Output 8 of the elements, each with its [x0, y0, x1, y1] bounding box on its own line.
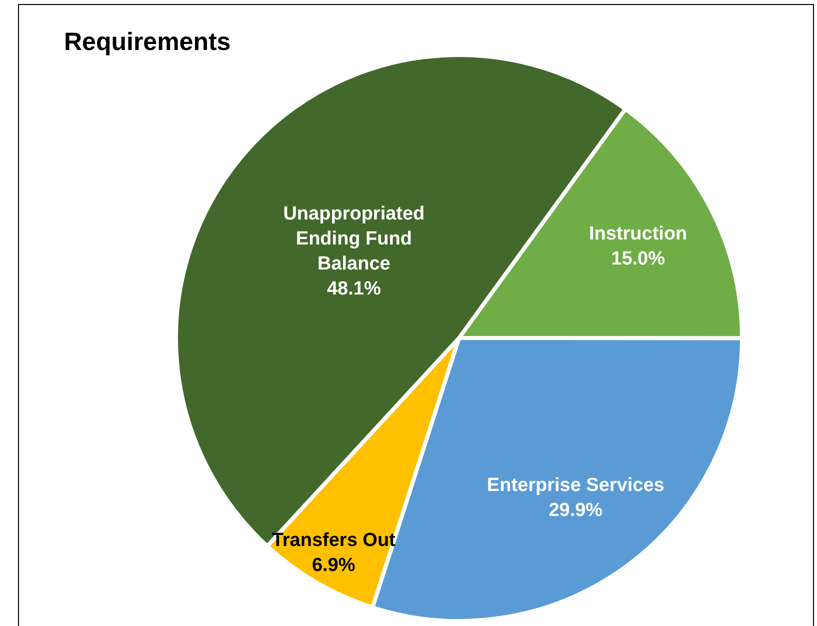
- slice-label: Enterprise Services: [486, 474, 664, 496]
- data-label: 15.0%: [611, 248, 666, 270]
- data-label: 6.9%: [312, 554, 356, 576]
- slice-label: Unappropriated Ending Fund Balance: [283, 204, 425, 275]
- chart-title: Requirements: [64, 28, 231, 57]
- data-label: 29.9%: [548, 500, 603, 521]
- slice-label: Instruction: [588, 224, 688, 245]
- data-label: 48.1%: [326, 278, 381, 300]
